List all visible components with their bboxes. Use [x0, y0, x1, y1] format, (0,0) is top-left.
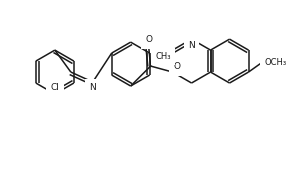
- Text: OCH₃: OCH₃: [265, 58, 287, 67]
- Text: O: O: [173, 62, 180, 71]
- Text: Cl: Cl: [51, 83, 59, 92]
- Text: N: N: [89, 83, 96, 92]
- Text: N: N: [188, 41, 195, 50]
- Text: CH₃: CH₃: [155, 52, 171, 61]
- Text: O: O: [145, 35, 152, 44]
